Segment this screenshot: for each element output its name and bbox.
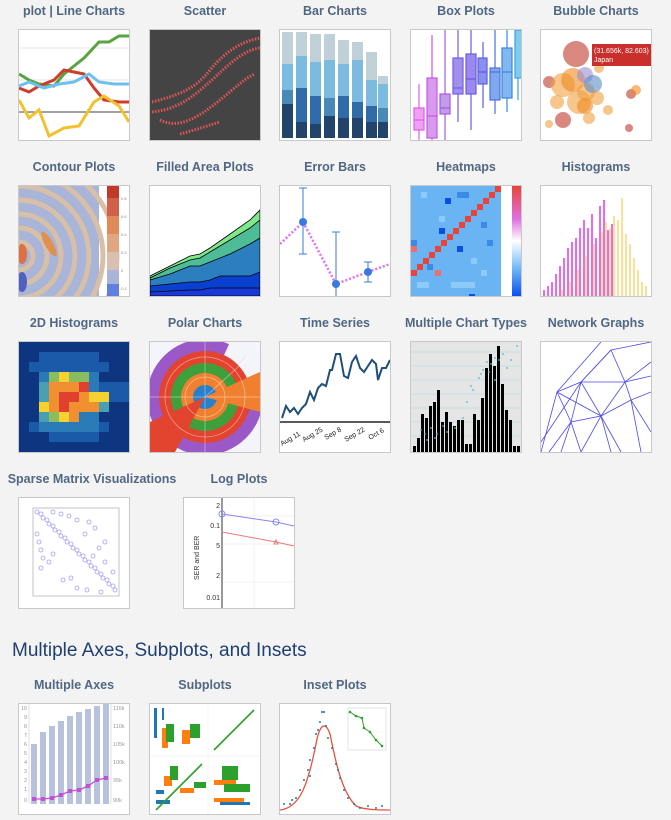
svg-text:4: 4 [24, 760, 27, 766]
gallery-item-filled-area-plots[interactable]: Filled Area Plots [140, 158, 270, 297]
multiple-axes-thumbnail-icon[interactable]: 10 9 8 7 6 5 4 3 2 1 0 115k 110k 105k 100k 95k 90k [18, 703, 130, 815]
time-series-thumbnail-icon[interactable]: Aug 11 Aug 25 Sep 8 Sep 22 Oct 6 [279, 341, 391, 453]
gallery-item-label: Box Plots [437, 4, 495, 18]
gallery-item-bubble-charts[interactable]: Bubble Charts [531, 2, 661, 141]
gallery-item-label: Scatter [183, 4, 227, 18]
gallery-item-sparse-matrix[interactable]: Sparse Matrix Visualizations [2, 470, 182, 609]
gallery-item-network-graphs[interactable]: Network Graphs [531, 314, 661, 453]
network-graph-thumbnail-icon[interactable] [540, 341, 652, 453]
gallery-item-label: Multiple Axes [33, 678, 115, 692]
svg-text:Aug 11: Aug 11 [280, 431, 302, 448]
svg-text:10: 10 [21, 706, 27, 712]
gallery-item-inset-plots[interactable]: Inset Plots [270, 676, 400, 815]
histogram-2d-thumbnail-icon[interactable] [18, 341, 130, 453]
bubble-chart-thumbnail-icon[interactable]: (31.656k, 82.603) Japan [540, 29, 652, 141]
filled-area-thumbnail-icon[interactable] [149, 185, 261, 297]
gallery-item-log-plots[interactable]: Log Plots 2 0.1 5 2 0.01 SER and BER [174, 470, 304, 609]
svg-text:Sep 22: Sep 22 [344, 427, 367, 444]
section-title: Multiple Axes, Subplots, and Insets [12, 640, 307, 661]
bubble-tooltip-value: (31.656k, 82.603) [594, 48, 649, 55]
svg-text:1: 1 [24, 787, 27, 793]
gallery-item-label: Network Graphs [547, 316, 645, 330]
contour-thumbnail-icon[interactable]: 0.8 0.6 0.4 0.2 0 -0.2 [18, 185, 130, 297]
gallery-item-label: Multiple Chart Types [404, 316, 527, 330]
gallery-item-bar-charts[interactable]: Bar Charts [270, 2, 400, 141]
svg-text:100k: 100k [113, 760, 125, 766]
svg-text:115k: 115k [113, 706, 125, 712]
subplots-thumbnail-icon[interactable] [149, 703, 261, 815]
gallery-item-label: plot | Line Charts [22, 4, 126, 18]
gallery-item-line-charts[interactable]: plot | Line Charts [9, 2, 139, 141]
svg-text:0.4: 0.4 [121, 232, 127, 237]
svg-text:8: 8 [24, 724, 27, 730]
gallery-item-label: Error Bars [304, 160, 366, 174]
gallery-item-label: Filled Area Plots [156, 160, 254, 174]
gallery-item-label: Subplots [178, 678, 232, 692]
box-plot-thumbnail-icon[interactable] [410, 29, 522, 141]
gallery-item-polar-charts[interactable]: Polar Charts [140, 314, 270, 453]
svg-text:6: 6 [24, 742, 27, 748]
gallery-item-box-plots[interactable]: Box Plots [401, 2, 531, 141]
svg-text:9: 9 [24, 715, 27, 721]
polar-chart-thumbnail-icon[interactable] [149, 341, 261, 453]
svg-text:2: 2 [216, 573, 220, 580]
gallery-item-multiple-chart-types[interactable]: Multiple Chart Types [401, 314, 531, 453]
svg-text:5: 5 [216, 543, 220, 550]
gallery-item-label: Contour Plots [32, 160, 116, 174]
gallery-item-heatmaps[interactable]: Heatmaps [401, 158, 531, 297]
gallery-item-subplots[interactable]: Subplots [140, 676, 270, 815]
svg-text:0: 0 [121, 268, 124, 273]
svg-text:Sep 8: Sep 8 [324, 426, 343, 441]
gallery-item-error-bars[interactable]: Error Bars [270, 158, 400, 297]
gallery-item-label: Sparse Matrix Visualizations [7, 472, 177, 486]
log-plot-y-axis-title: SER and BER [194, 536, 201, 580]
gallery-item-histograms[interactable]: Histograms [531, 158, 661, 297]
gallery-item-label: Inset Plots [303, 678, 367, 692]
svg-text:3: 3 [24, 769, 27, 775]
gallery-item-label: Time Series [300, 316, 370, 330]
gallery-item-time-series[interactable]: Time Series Aug 11 Aug 25 Sep 8 Sep 22 O… [270, 314, 400, 453]
svg-text:Aug 25: Aug 25 [302, 427, 325, 444]
gallery-item-2d-histograms[interactable]: 2D Histograms [9, 314, 139, 453]
svg-text:Oct 6: Oct 6 [368, 427, 386, 441]
bar-chart-thumbnail-icon[interactable] [279, 29, 391, 141]
svg-text:0: 0 [24, 798, 27, 804]
gallery-item-label: Histograms [561, 160, 631, 174]
gallery-item-contour-plots[interactable]: Contour Plots 0.8 0.6 0.4 0.2 0 -0.2 [9, 158, 139, 297]
gallery-item-multiple-axes[interactable]: Multiple Axes 10 9 8 7 6 5 4 3 2 1 0 115k 110k 105k 1… [9, 676, 139, 815]
svg-text:0.01: 0.01 [206, 595, 220, 602]
bubble-tooltip-label: Japan [594, 57, 613, 64]
sparse-matrix-thumbnail-icon[interactable] [18, 497, 130, 609]
svg-text:2: 2 [24, 778, 27, 784]
svg-text:105k: 105k [113, 742, 125, 748]
error-bars-thumbnail-icon[interactable] [279, 185, 391, 297]
multiple-chart-types-thumbnail-icon[interactable] [410, 341, 522, 453]
gallery-item-scatter[interactable]: Scatter [140, 2, 270, 141]
svg-text:0.2: 0.2 [121, 250, 127, 255]
svg-text:-0.2: -0.2 [120, 286, 128, 291]
gallery-item-label: Log Plots [210, 472, 268, 486]
gallery-item-label: Bar Charts [303, 4, 367, 18]
svg-text:0.1: 0.1 [210, 523, 220, 530]
svg-text:7: 7 [24, 733, 27, 739]
gallery-item-label: Bubble Charts [553, 4, 639, 18]
svg-text:2: 2 [216, 503, 220, 510]
line-chart-thumbnail-icon[interactable] [18, 29, 130, 141]
svg-text:95k: 95k [113, 778, 122, 784]
svg-text:0.8: 0.8 [121, 196, 127, 201]
log-plot-thumbnail-icon[interactable]: 2 0.1 5 2 0.01 SER and BER [183, 497, 295, 609]
svg-text:110k: 110k [113, 724, 125, 730]
scatter-thumbnail-icon[interactable] [149, 29, 261, 141]
heatmap-thumbnail-icon[interactable] [410, 185, 522, 297]
svg-text:0.6: 0.6 [121, 214, 127, 219]
histogram-thumbnail-icon[interactable] [540, 185, 652, 297]
gallery-item-label: Heatmaps [436, 160, 496, 174]
inset-plots-thumbnail-icon[interactable] [279, 703, 391, 815]
gallery-item-label: 2D Histograms [29, 316, 119, 330]
svg-text:5: 5 [24, 751, 27, 757]
gallery-item-label: Polar Charts [167, 316, 243, 330]
svg-text:90k: 90k [113, 798, 122, 804]
